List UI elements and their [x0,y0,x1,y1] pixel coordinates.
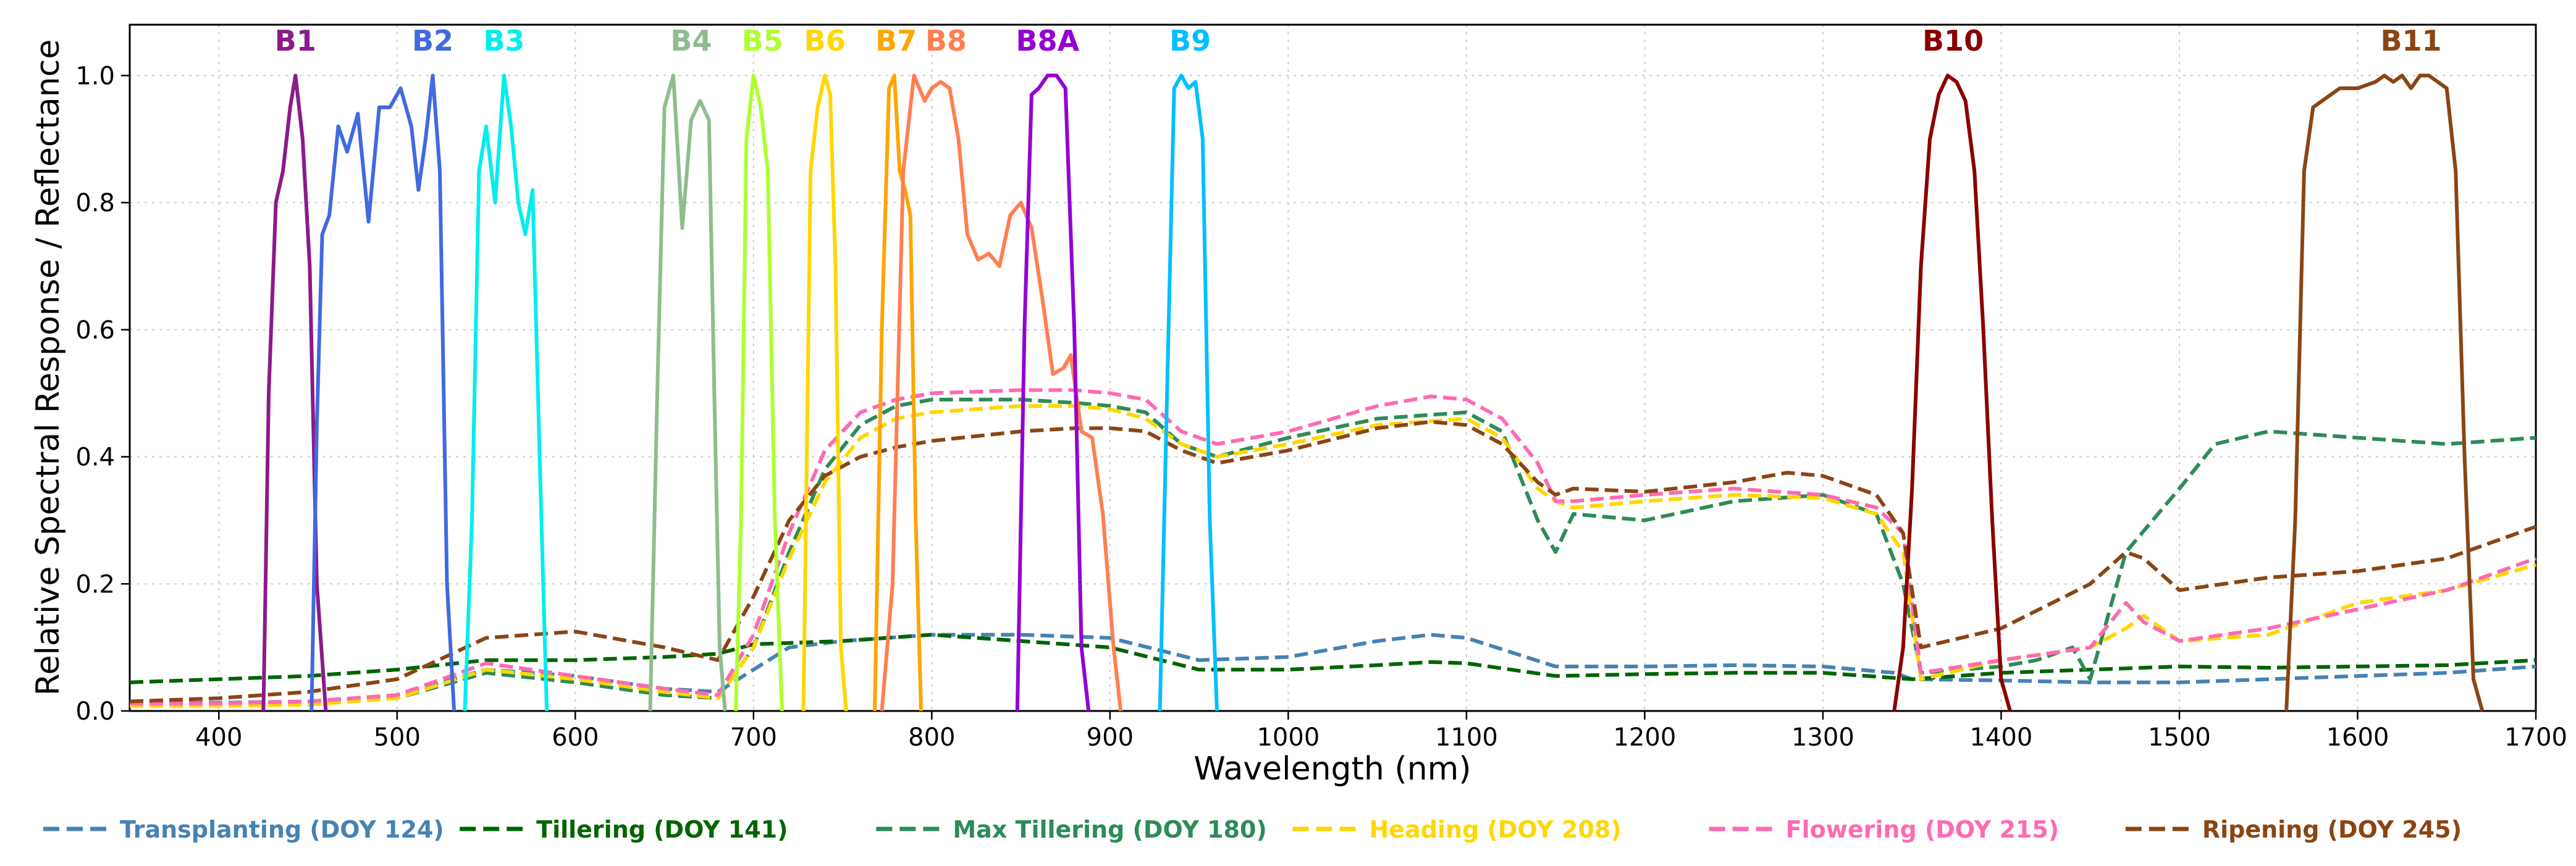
x-tick-label: 1400 [1970,723,2033,752]
band-label: B5 [742,24,783,57]
grid [130,25,2536,712]
band-curve [2284,74,2485,712]
y-tick-label: 0.6 [75,316,115,345]
x-tick-label: 800 [908,723,955,752]
band-curve [1158,74,1219,712]
legend-label: Tillering (DOY 141) [536,816,788,843]
series-line [130,388,2537,705]
reflectance-series [129,388,2537,708]
x-tick-label: 1500 [2148,723,2211,752]
x-tick-label: 1100 [1435,723,1498,752]
legend-label: Flowering (DOY 215) [1786,816,2060,843]
x-tick-label: 500 [374,723,421,752]
plot-frame [128,23,2537,712]
series-line [129,419,2537,704]
ticks: 400 500 600 700 800 900 1000 1100 1200 1300 1400 15… [75,62,2567,752]
y-tick-label: 1.0 [75,62,115,90]
legend-label: Ripening (DOY 245) [2202,816,2462,843]
x-tick-label: 400 [195,723,242,752]
band-curve [873,74,923,712]
band-label: B11 [2380,24,2441,57]
x-tick-label: 900 [1087,723,1134,752]
x-tick-label: 1000 [1256,723,1320,752]
band-label: B8 [925,24,967,57]
band-label: B9 [1169,24,1211,57]
band-curve [1015,74,1091,712]
band-label: B7 [875,24,917,57]
series-line [129,633,2536,684]
axes: Wavelength (nm) Relative Spectral Respon… [30,23,2537,788]
y-tick-label: 0.2 [75,570,115,599]
band-label: B6 [804,24,846,57]
band-label: B2 [412,24,453,57]
x-tick-label: 1700 [2504,723,2567,752]
band-label: B10 [1922,24,1984,57]
band-label: B1 [275,24,316,57]
y-tick-label: 0.0 [75,697,115,726]
band-label: B3 [483,24,524,57]
y-axis-label: Relative Spectral Response / Reflectance [30,40,67,696]
band-curve [880,74,1123,712]
legend-label: Max Tillering (DOY 180) [953,816,1267,843]
legend-label: Heading (DOY 208) [1370,816,1622,843]
band-curve [261,74,328,712]
x-tick-label: 1600 [2326,723,2389,752]
series-line [130,404,2536,708]
x-tick-label: 700 [730,723,777,752]
x-axis-label: Wavelength (nm) [1193,750,1471,788]
y-tick-label: 0.8 [75,189,115,217]
x-tick-label: 600 [552,723,599,752]
legend: Transplanting (DOY 124) Tillering (DOY 14… [43,816,2462,843]
band-labels: B1 B2 B3 B4 B5 B6 B7 B8 B8A B9 B10 B11 [275,24,2442,57]
legend-label: Transplanting (DOY 124) [120,816,444,843]
band-curve [1892,74,2012,712]
band-curve [801,74,848,712]
band-label: B8A [1016,24,1080,57]
band-curve [734,74,784,712]
x-tick-label: 1300 [1791,723,1854,752]
band-curve [648,74,727,712]
band-label: B4 [670,24,712,57]
band-curve [463,74,549,712]
band-curve [309,74,457,712]
y-tick-label: 0.4 [75,444,115,472]
x-tick-label: 1200 [1614,723,1677,752]
band-response-curves [261,74,2485,712]
